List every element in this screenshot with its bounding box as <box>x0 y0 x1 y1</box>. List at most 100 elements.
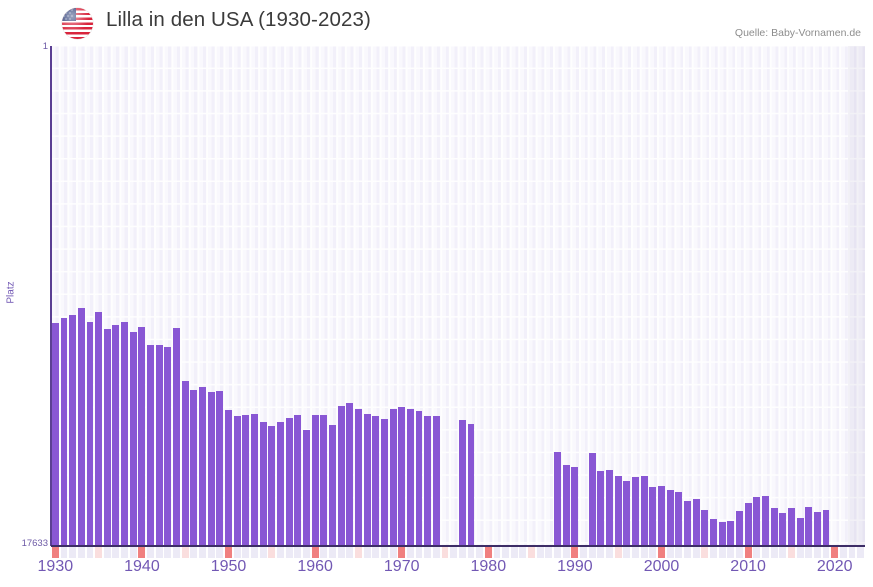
bar-2002[interactable] <box>675 492 683 546</box>
x-tick-1935 <box>95 547 103 558</box>
bar-1931[interactable] <box>60 318 68 546</box>
x-tick-2013 <box>770 547 778 558</box>
bar-2003[interactable] <box>684 501 691 546</box>
bar-1939[interactable] <box>129 332 137 546</box>
x-tick-1968 <box>380 547 388 558</box>
x-tick-1993 <box>597 547 605 558</box>
bar-1999[interactable] <box>649 487 657 546</box>
x-tick-1951 <box>233 547 241 558</box>
bar-2007[interactable] <box>718 522 726 546</box>
bar-1949[interactable] <box>216 391 224 546</box>
bar-1963[interactable] <box>337 406 345 546</box>
x-tick-1933 <box>77 547 85 558</box>
x-tick-2002 <box>675 547 683 558</box>
bar-1960[interactable] <box>311 415 319 546</box>
x-tick-2016 <box>796 547 804 558</box>
bar-2010[interactable] <box>744 503 752 546</box>
bar-1971[interactable] <box>406 409 414 546</box>
bar-2004[interactable] <box>692 499 700 546</box>
bar-2014[interactable] <box>779 513 787 546</box>
bar-2013[interactable] <box>770 508 778 546</box>
x-axis-label-1970: 1970 <box>383 558 420 575</box>
bar-1938[interactable] <box>121 322 129 546</box>
bar-1940[interactable] <box>138 327 146 546</box>
bar-2015[interactable] <box>787 508 795 546</box>
bar-1966[interactable] <box>363 414 371 546</box>
bar-1992[interactable] <box>588 453 596 546</box>
bar-1954[interactable] <box>259 422 267 546</box>
x-tick-1976 <box>450 547 458 558</box>
bar-1993[interactable] <box>597 471 605 546</box>
bar-2008[interactable] <box>727 521 735 546</box>
bar-2009[interactable] <box>735 511 743 546</box>
x-tick-1948 <box>207 547 215 558</box>
bar-2018[interactable] <box>813 512 821 546</box>
bar-1973[interactable] <box>424 416 432 546</box>
bar-1968[interactable] <box>380 419 388 546</box>
bar-1978[interactable] <box>467 424 475 546</box>
bar-1951[interactable] <box>233 416 241 546</box>
bar-2011[interactable] <box>753 497 761 546</box>
x-tick-2004 <box>692 547 700 558</box>
bar-2001[interactable] <box>666 490 674 546</box>
bar-1945[interactable] <box>181 381 189 546</box>
bar-1934[interactable] <box>86 322 94 546</box>
bar-2005[interactable] <box>701 510 709 546</box>
x-tick-1959 <box>302 547 310 558</box>
y-axis-line <box>50 46 52 546</box>
bar-2012[interactable] <box>761 496 769 546</box>
bar-1990[interactable] <box>571 467 579 546</box>
bar-1965[interactable] <box>354 409 362 546</box>
bar-1967[interactable] <box>372 416 380 546</box>
bar-1941[interactable] <box>147 345 155 546</box>
bar-1944[interactable] <box>173 328 181 546</box>
x-tick-1962 <box>328 547 336 558</box>
y-axis-tick-bottom: 17633 <box>21 538 48 549</box>
bar-2016[interactable] <box>796 518 804 546</box>
bar-1952[interactable] <box>242 415 250 546</box>
bar-2000[interactable] <box>658 486 665 546</box>
bar-1996[interactable] <box>623 481 631 546</box>
x-tick-2009 <box>735 547 743 558</box>
bar-1969[interactable] <box>389 409 397 546</box>
bar-1936[interactable] <box>103 329 111 546</box>
bar-1937[interactable] <box>112 325 120 546</box>
bar-1935[interactable] <box>95 312 103 546</box>
bar-1970[interactable] <box>398 407 406 546</box>
bar-1932[interactable] <box>69 315 77 546</box>
bar-2019[interactable] <box>822 510 830 546</box>
bar-1989[interactable] <box>562 465 570 546</box>
x-tick-1977 <box>458 547 466 558</box>
x-tick-2000 <box>658 547 665 558</box>
bar-1995[interactable] <box>614 476 622 546</box>
bar-1953[interactable] <box>251 414 258 546</box>
bar-2006[interactable] <box>709 519 717 546</box>
bar-1977[interactable] <box>458 420 466 546</box>
x-tick-1970 <box>398 547 406 558</box>
bar-1933[interactable] <box>77 308 85 546</box>
bar-1930[interactable] <box>51 323 59 546</box>
bar-1962[interactable] <box>328 425 336 546</box>
bar-1998[interactable] <box>640 476 648 546</box>
bar-1958[interactable] <box>294 415 302 546</box>
bar-1964[interactable] <box>346 403 354 546</box>
bar-1994[interactable] <box>606 470 613 546</box>
bar-1957[interactable] <box>285 418 293 546</box>
bar-1942[interactable] <box>155 345 163 546</box>
bar-1955[interactable] <box>268 426 276 546</box>
bar-1950[interactable] <box>225 410 232 546</box>
bar-2017[interactable] <box>805 507 813 546</box>
bar-1948[interactable] <box>207 392 215 546</box>
bar-1956[interactable] <box>277 422 284 546</box>
bar-1947[interactable] <box>199 387 206 546</box>
bar-1943[interactable] <box>164 347 172 546</box>
bar-1972[interactable] <box>415 411 423 546</box>
x-tick-1947 <box>199 547 206 558</box>
x-tick-1983 <box>510 547 518 558</box>
bar-1961[interactable] <box>320 415 328 546</box>
bar-1974[interactable] <box>432 416 440 546</box>
bar-1946[interactable] <box>190 390 198 546</box>
bar-1988[interactable] <box>554 452 562 546</box>
bar-1959[interactable] <box>302 430 310 546</box>
bar-1997[interactable] <box>632 477 639 546</box>
